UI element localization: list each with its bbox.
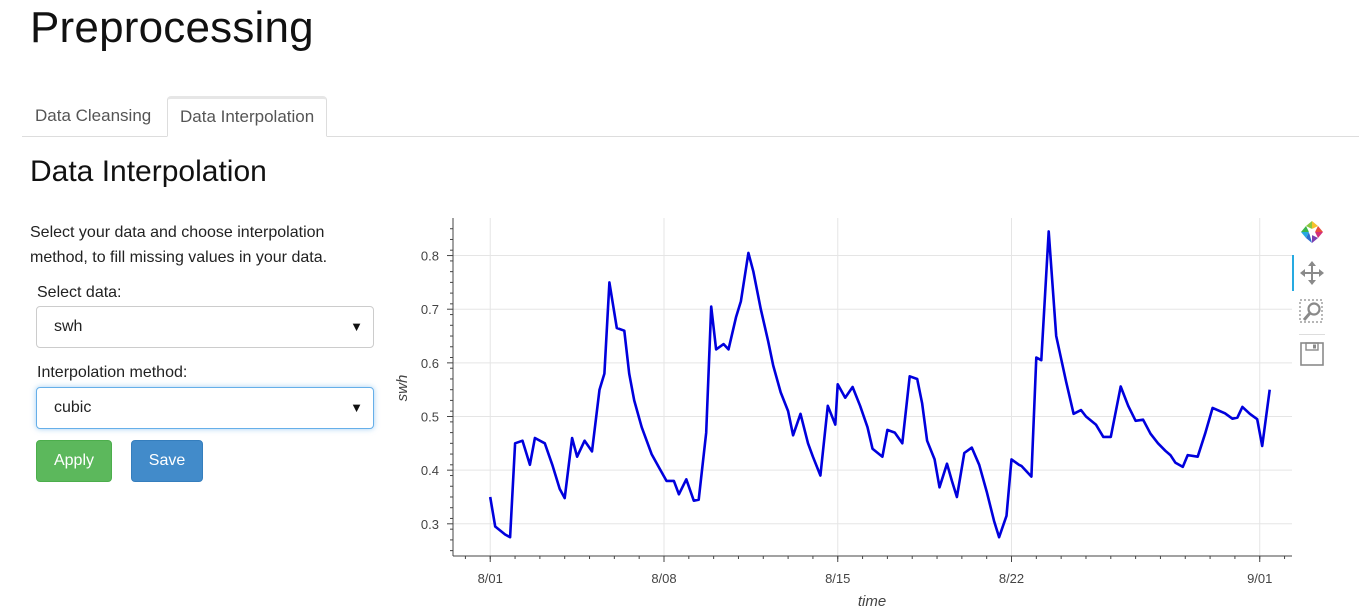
x-tick-label: 8/08 bbox=[651, 571, 676, 586]
x-axis-label: time bbox=[858, 593, 886, 606]
chevron-down-icon: ▼ bbox=[350, 319, 363, 334]
y-tick-label: 0.4 bbox=[421, 463, 439, 478]
select-data-value: swh bbox=[54, 318, 83, 335]
save-button[interactable]: Save bbox=[131, 440, 203, 482]
page-title: Preprocessing bbox=[30, 3, 314, 52]
apply-button[interactable]: Apply bbox=[36, 440, 112, 482]
x-tick-label: 8/01 bbox=[478, 571, 503, 586]
y-tick-label: 0.6 bbox=[421, 356, 439, 371]
chart-grid bbox=[453, 218, 1292, 556]
interpolation-method-value: cubic bbox=[54, 399, 92, 416]
save-icon[interactable] bbox=[1299, 341, 1325, 367]
toolbar-divider bbox=[1299, 334, 1325, 335]
tab-data-cleansing[interactable]: Data Cleansing bbox=[35, 106, 152, 125]
select-data-dropdown[interactable]: swh ▼ bbox=[36, 306, 374, 348]
pan-icon[interactable] bbox=[1299, 260, 1325, 286]
x-tick-label: 9/01 bbox=[1247, 571, 1272, 586]
tab-bar: Data Cleansing Data Interpolation bbox=[22, 96, 1359, 137]
chart-series bbox=[488, 230, 1271, 539]
y-tick-label: 0.7 bbox=[421, 302, 439, 317]
swh-series-line bbox=[488, 230, 1271, 539]
y-tick-label: 0.3 bbox=[421, 517, 439, 532]
interpolation-method-label: Interpolation method: bbox=[37, 364, 188, 381]
chevron-down-icon: ▼ bbox=[350, 400, 363, 415]
section-description: Select your data and choose interpolatio… bbox=[30, 224, 328, 266]
bokeh-logo-icon[interactable] bbox=[1299, 219, 1325, 245]
select-data-label: Select data: bbox=[37, 284, 122, 301]
tab-data-interpolation[interactable]: Data Interpolation bbox=[167, 96, 328, 137]
active-tool-indicator bbox=[1292, 255, 1294, 291]
section-title: Data Interpolation bbox=[30, 155, 267, 188]
interpolation-method-dropdown[interactable]: cubic ▼ bbox=[36, 387, 374, 429]
y-tick-label: 0.5 bbox=[421, 410, 439, 425]
x-tick-label: 8/22 bbox=[999, 571, 1024, 586]
y-tick-label: 0.8 bbox=[421, 249, 439, 264]
y-axis-label: swh bbox=[394, 375, 411, 402]
x-tick-label: 8/15 bbox=[825, 571, 850, 586]
chart-axes: 8/01 8/08 8/15 8/22 9/01 0.3 0.4 0.5 0.6 0.7 0.8 bbox=[421, 218, 1292, 586]
box-zoom-icon[interactable] bbox=[1299, 299, 1325, 325]
